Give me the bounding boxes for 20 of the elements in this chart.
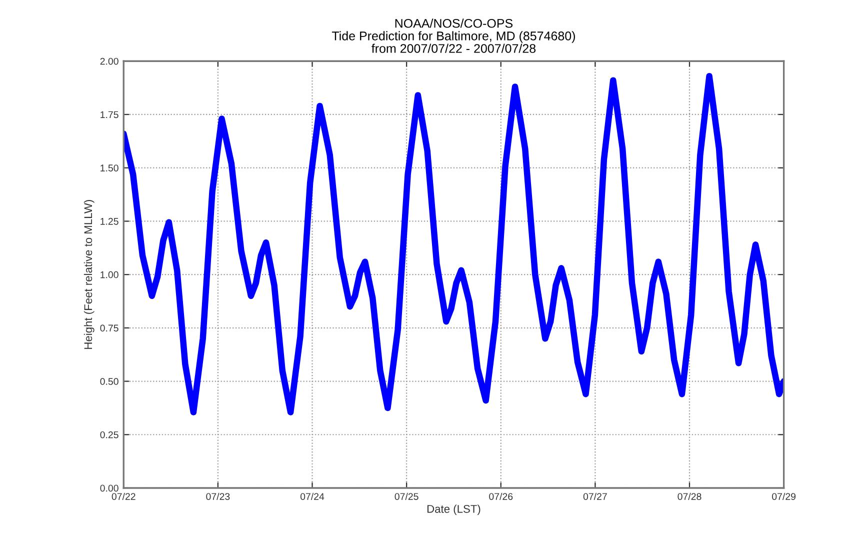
x-tick-label: 07/28 — [678, 492, 702, 500]
y-tick-label: 1.25 — [100, 218, 118, 225]
x-tick-label: 07/24 — [300, 492, 324, 500]
chart-title: NOAA/NOS/CO-OPS Tide Prediction for Baltimore, MD (8574680) from 2007/07/22 - 2007/07/28 — [332, 18, 575, 53]
x-tick-label: 07/22 — [112, 492, 136, 500]
x-tick-label: 07/27 — [583, 492, 607, 500]
y-tick-label: 0.25 — [100, 431, 118, 438]
y-tick-label: 0.00 — [100, 484, 118, 492]
x-tick-label: 07/23 — [206, 492, 230, 500]
y-tick-label: 0.50 — [100, 378, 118, 385]
x-tick-label: 07/25 — [394, 492, 418, 500]
y-tick-label: 1.50 — [100, 164, 118, 172]
y-tick-label: 0.75 — [100, 324, 118, 332]
y-axis-title: Height (Feet relative to MLLW) — [84, 200, 94, 349]
y-tick-label: 1.75 — [100, 111, 118, 118]
x-axis-title: Date (LST) — [427, 504, 480, 516]
y-tick-label: 2.00 — [100, 58, 118, 65]
x-tick-label: 07/26 — [489, 492, 513, 500]
y-tick-label: 1.00 — [100, 271, 118, 278]
x-tick-label: 07/29 — [772, 492, 796, 500]
